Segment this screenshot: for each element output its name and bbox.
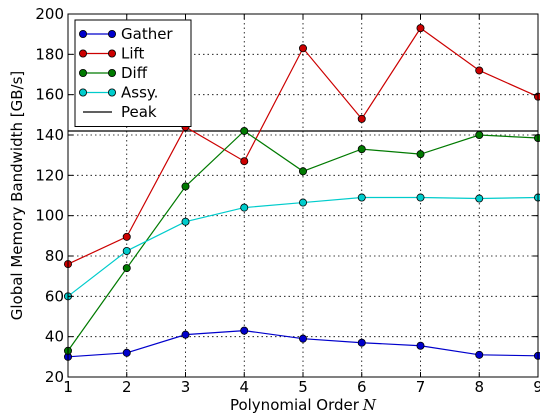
legend-label-peak: Peak	[121, 103, 157, 121]
data-point-gather	[240, 326, 249, 335]
data-point-assy	[534, 193, 540, 202]
ticks: 20 40 60 80 100 120 140 160 180 200 1 2 3 4 5 6 7 8 9	[35, 5, 540, 396]
data-point-diff	[534, 134, 540, 143]
x-tick-label: 3	[181, 378, 191, 396]
legend-item-lift: Lift	[79, 45, 145, 63]
legend-marker-gather	[79, 29, 88, 38]
data-point-gather	[122, 348, 131, 357]
data-point-diff	[240, 126, 249, 135]
x-tick-label: 1	[63, 378, 73, 396]
data-point-diff	[357, 145, 366, 154]
data-point-diff	[475, 130, 484, 139]
legend-item-gather: Gather	[79, 25, 173, 43]
data-point-diff	[181, 182, 190, 191]
data-point-diff	[122, 264, 131, 273]
data-point-lift	[122, 232, 131, 241]
data-point-assy	[416, 193, 425, 202]
y-tick-label: 100	[35, 207, 64, 225]
series-layer	[64, 24, 540, 361]
y-tick-label: 140	[35, 126, 64, 144]
data-point-lift	[298, 44, 307, 53]
legend-label-diff: Diff	[121, 64, 148, 82]
y-tick-label: 200	[35, 5, 64, 23]
data-point-assy	[475, 194, 484, 203]
x-tick-label: 2	[122, 378, 132, 396]
legend-marker-gather	[108, 29, 117, 38]
legend-marker-assy	[79, 88, 88, 97]
data-point-gather	[475, 350, 484, 359]
legend-item-diff: Diff	[79, 64, 148, 82]
data-point-lift	[240, 157, 249, 166]
legend-item-assy: Assy.	[79, 84, 158, 102]
legend-label-lift: Lift	[121, 45, 145, 63]
y-axis-label: Global Memory Bandwidth [GB/s]	[8, 71, 26, 321]
legend-label-assy: Assy.	[121, 84, 158, 102]
data-point-diff	[298, 167, 307, 176]
y-tick-label: 160	[35, 86, 64, 104]
x-tick-label: 6	[357, 378, 367, 396]
data-point-lift	[534, 92, 540, 101]
data-point-gather	[181, 330, 190, 339]
x-axis-label: Polynomial Order N	[230, 396, 377, 414]
data-point-lift	[357, 114, 366, 123]
data-point-lift	[416, 24, 425, 33]
legend-marker-diff	[79, 69, 88, 78]
y-tick-label: 180	[35, 45, 64, 63]
data-point-diff	[416, 150, 425, 159]
y-tick-label: 20	[45, 368, 64, 386]
data-point-assy	[357, 193, 366, 202]
data-point-lift	[475, 66, 484, 75]
x-tick-label: 8	[474, 378, 484, 396]
y-tick-label: 120	[35, 166, 64, 184]
legend-marker-lift	[108, 49, 117, 58]
legend-marker-assy	[108, 88, 117, 97]
data-point-gather	[357, 338, 366, 347]
data-point-assy	[181, 217, 190, 226]
data-point-assy	[122, 246, 131, 255]
x-tick-label: 5	[298, 378, 308, 396]
series-assy	[64, 193, 540, 301]
legend-item-peak: Peak	[83, 103, 157, 121]
x-tick-label: 4	[239, 378, 249, 396]
legend-label-gather: Gather	[121, 25, 173, 43]
y-tick-label: 60	[45, 287, 64, 305]
data-point-assy	[240, 203, 249, 212]
legend-marker-lift	[79, 49, 88, 58]
x-tick-label: 7	[416, 378, 426, 396]
series-gather	[64, 326, 540, 361]
y-tick-label: 40	[45, 328, 64, 346]
data-point-gather	[416, 341, 425, 350]
data-point-assy	[298, 198, 307, 207]
y-tick-label: 80	[45, 247, 64, 265]
x-tick-label: 9	[533, 378, 540, 396]
data-point-gather	[298, 334, 307, 343]
series-diff	[64, 126, 540, 355]
legend-marker-diff	[108, 69, 117, 78]
data-point-gather	[534, 351, 540, 360]
